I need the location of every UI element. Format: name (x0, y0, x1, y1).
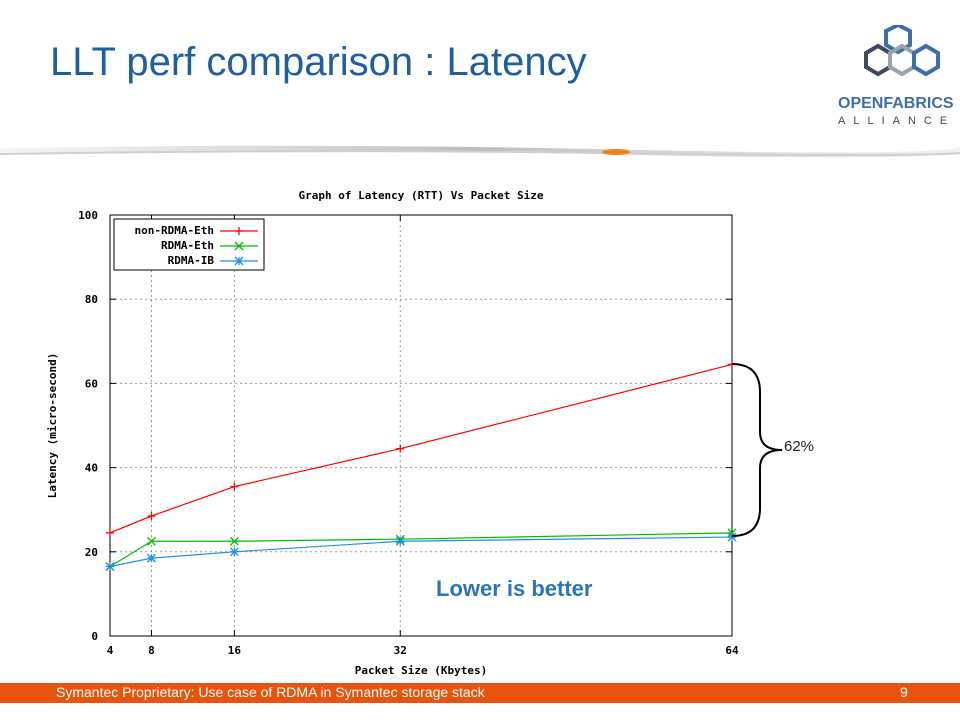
hexagon-logo-icon (864, 22, 940, 77)
data-point-non-RDMA-Eth (147, 512, 156, 521)
y-tick-label: 100 (78, 209, 98, 222)
data-point-non-RDMA-Eth (230, 482, 239, 491)
data-point-RDMA-IB (395, 536, 405, 546)
x-tick-label: 64 (725, 644, 739, 657)
x-tick-label: 4 (107, 644, 114, 657)
y-tick-label: 20 (85, 546, 98, 559)
page-number: 9 (900, 684, 908, 700)
chart-title: Graph of Latency (RTT) Vs Packet Size (298, 189, 543, 202)
brace-icon (732, 363, 783, 537)
data-point-RDMA-Eth (229, 536, 239, 546)
data-point-non-RDMA-Eth (106, 528, 114, 537)
lower-is-better-note: Lower is better (436, 576, 593, 601)
x-tick-label: 16 (228, 644, 242, 657)
data-point-RDMA-IB (229, 547, 239, 557)
x-tick-label: 32 (394, 644, 407, 657)
footer-text: Symantec Proprietary: Use case of RDMA i… (56, 684, 485, 700)
y-tick-label: 0 (91, 630, 98, 643)
data-point-RDMA-IB (727, 532, 737, 542)
legend-marker (234, 241, 244, 251)
y-tick-label: 40 (85, 462, 98, 475)
data-point-non-RDMA-Eth (396, 444, 405, 453)
y-tick-label: 80 (85, 293, 98, 306)
chart-svg: Graph of Latency (RTT) Vs Packet Size 0 20… (46, 189, 739, 677)
logo-subtitle: ALLIANCE (838, 115, 956, 127)
legend-label: RDMA-Eth (161, 239, 214, 252)
footer-bar: Symantec Proprietary: Use case of RDMA i… (0, 683, 960, 703)
slide-title: LLT perf comparison : Latency (50, 40, 587, 84)
data-point-RDMA-IB (147, 553, 156, 563)
openfabrics-logo: OPENFABRICS ALLIANCE (838, 22, 956, 135)
legend-label: non-RDMA-Eth (135, 224, 214, 237)
x-tick-label: 8 (148, 644, 155, 657)
latency-chart: Graph of Latency (RTT) Vs Packet Size 0 20… (40, 182, 760, 682)
legend-marker (235, 227, 243, 235)
difference-label: 62% (784, 438, 815, 455)
legend-label: RDMA-IB (168, 254, 215, 267)
series-line-non-RDMA-Eth (109, 363, 733, 534)
header-divider (0, 145, 960, 158)
data-point-RDMA-IB (105, 562, 115, 571)
y-axis-label: Latency (micro-second) (46, 353, 59, 499)
y-tick-label: 60 (85, 377, 98, 390)
data-point-RDMA-Eth (147, 536, 156, 546)
plot-frame (109, 214, 733, 637)
x-axis-label: Packet Size (Kbytes) (355, 664, 487, 677)
legend-marker (234, 256, 244, 266)
logo-wordmark: OPENFABRICS (838, 95, 954, 112)
